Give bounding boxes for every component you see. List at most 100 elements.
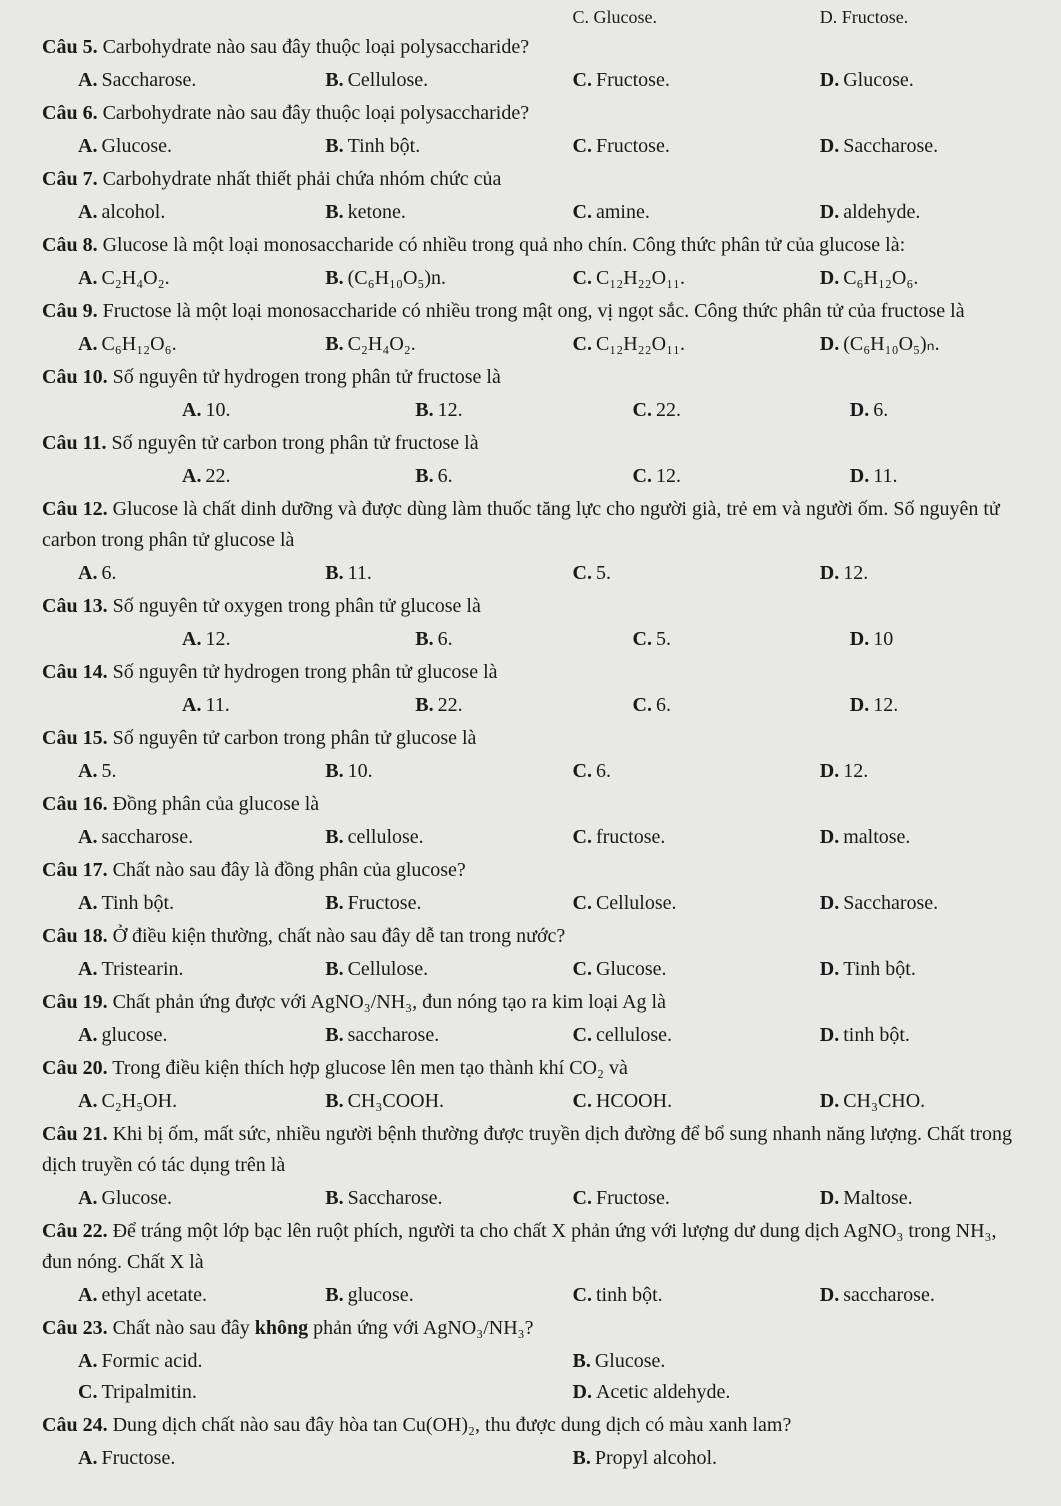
question-stem: Câu 6. Carbohydrate nào sau đây thuộc lo… bbox=[42, 98, 1031, 129]
q16-text: Đồng phân của glucose là bbox=[113, 793, 320, 815]
options: A.ethyl acetate. B.glucose. C.tinh bột. … bbox=[42, 1280, 1031, 1311]
question-stem: Câu 20. Trong điều kiện thích hợp glucos… bbox=[42, 1053, 1031, 1084]
option-d: D.6. bbox=[814, 395, 1031, 426]
question-stem: Câu 17. Chất nào sau đây là đồng phân củ… bbox=[42, 855, 1031, 886]
opt-text: 6. bbox=[656, 694, 671, 716]
option-c: C.6. bbox=[537, 756, 784, 787]
question-stem: Câu 22. Để tráng một lớp bạc lên ruột ph… bbox=[42, 1216, 1031, 1278]
opt-text: 6. bbox=[596, 760, 611, 782]
q13-text: Số nguyên tử oxygen trong phân tử glucos… bbox=[113, 595, 481, 617]
opt-text: Fructose. bbox=[596, 135, 670, 157]
option-a: A.12. bbox=[162, 624, 379, 655]
option-b: B.saccharose. bbox=[289, 1020, 536, 1051]
options: A.5. B.10. C.6. D.12. bbox=[42, 756, 1031, 787]
question-16: Câu 16. Đồng phân của glucose là A.sacch… bbox=[42, 789, 1031, 853]
question-23: Câu 23. Chất nào sau đây không phản ứng … bbox=[42, 1313, 1031, 1408]
opt-text: Fructose. bbox=[348, 892, 422, 914]
opt-text: Fructose. bbox=[101, 1447, 175, 1469]
text: C. Glucose. bbox=[573, 7, 658, 27]
option-a: A.Glucose. bbox=[42, 1183, 289, 1214]
opt-text: Acetic aldehyde. bbox=[596, 1381, 730, 1403]
worksheet-page: C. Glucose. D. Fructose. Câu 5. Carbohyd… bbox=[0, 0, 1061, 1506]
opt-text: 5. bbox=[596, 562, 611, 584]
opt-text: tinh bột. bbox=[843, 1024, 910, 1046]
opt-text: Saccharose. bbox=[101, 69, 196, 91]
question-stem: Câu 21. Khi bị ốm, mất sức, nhiều người … bbox=[42, 1119, 1031, 1181]
question-stem: Câu 18. Ở điều kiện thường, chất nào sau… bbox=[42, 921, 1031, 952]
option-a: A.Tinh bột. bbox=[42, 888, 289, 919]
opt-text: Tinh bột. bbox=[101, 892, 174, 914]
q7-text: Carbohydrate nhất thiết phải chứa nhóm c… bbox=[103, 168, 502, 190]
opt-text: Glucose. bbox=[101, 135, 172, 157]
option-d: D.C₆H₁₂O₆. bbox=[784, 263, 1031, 294]
opt-text: Propyl alcohol. bbox=[595, 1447, 717, 1469]
option-d: D.12. bbox=[784, 558, 1031, 589]
option-d: D.saccharose. bbox=[784, 1280, 1031, 1311]
question-6: Câu 6. Carbohydrate nào sau đây thuộc lo… bbox=[42, 98, 1031, 162]
options: A.C₆H₁₂O₆. B.C₂H₄O₂. C.C₁₂H₂₂O₁₁. D.(C₆H… bbox=[42, 329, 1031, 360]
option-a: A.22. bbox=[162, 461, 379, 492]
q23-text: Chất nào sau đây không phản ứng với AgNO… bbox=[113, 1317, 534, 1339]
opt-text: Tinh bột. bbox=[843, 958, 916, 980]
question-17: Câu 17. Chất nào sau đây là đồng phân củ… bbox=[42, 855, 1031, 919]
q18-text: Ở điều kiện thường, chất nào sau đây dễ … bbox=[113, 925, 566, 947]
option-a: A.C₂H₄O₂. bbox=[42, 263, 289, 294]
options: A.12. B.6. C.5. D.10 bbox=[42, 624, 1031, 655]
option-d: D.12. bbox=[814, 690, 1031, 721]
question-20: Câu 20. Trong điều kiện thích hợp glucos… bbox=[42, 1053, 1031, 1117]
opt-text: Tripalmitin. bbox=[101, 1381, 196, 1403]
option-a: A.10. bbox=[162, 395, 379, 426]
option-b: B.CH₃COOH. bbox=[289, 1086, 536, 1117]
opt-text: Tristearin. bbox=[101, 958, 183, 980]
opt-text: alcohol. bbox=[101, 201, 165, 223]
cut-opt bbox=[42, 4, 289, 32]
q14-text: Số nguyên tử hydrogen trong phân tử gluc… bbox=[113, 661, 498, 683]
opt-text: Formic acid. bbox=[101, 1350, 202, 1372]
opt-text: tinh bột. bbox=[596, 1284, 663, 1306]
opt-text: 6. bbox=[438, 628, 453, 650]
question-5: Câu 5. Carbohydrate nào sau đây thuộc lo… bbox=[42, 32, 1031, 96]
opt-text: 12. bbox=[205, 628, 230, 650]
opt-text: 6. bbox=[101, 562, 116, 584]
opt-text: 12. bbox=[656, 465, 681, 487]
option-c: C.5. bbox=[537, 558, 784, 589]
opt-text: 12. bbox=[438, 399, 463, 421]
question-stem: Câu 10. Số nguyên tử hydrogen trong phân… bbox=[42, 362, 1031, 393]
cut-opt-d: D. Fructose. bbox=[784, 4, 1031, 32]
option-c: C.Glucose. bbox=[537, 954, 784, 985]
question-21: Câu 21. Khi bị ốm, mất sức, nhiều người … bbox=[42, 1119, 1031, 1214]
option-d: D.Saccharose. bbox=[784, 131, 1031, 162]
option-b: B.(C₆H₁₀O₅)n. bbox=[289, 263, 536, 294]
q17-text: Chất nào sau đây là đồng phân của glucos… bbox=[113, 859, 466, 881]
option-b: B.6. bbox=[379, 624, 596, 655]
option-b: B.ketone. bbox=[289, 197, 536, 228]
opt-text: Saccharose. bbox=[348, 1187, 443, 1209]
q11-text: Số nguyên tử carbon trong phân tử fructo… bbox=[111, 432, 478, 454]
option-b: B.Saccharose. bbox=[289, 1183, 536, 1214]
opt-text: Fructose. bbox=[596, 69, 670, 91]
opt-text: Maltose. bbox=[843, 1187, 912, 1209]
opt-text: 10. bbox=[205, 399, 230, 421]
question-14: Câu 14. Số nguyên tử hydrogen trong phân… bbox=[42, 657, 1031, 721]
option-c: C.Fructose. bbox=[537, 1183, 784, 1214]
option-b: B.glucose. bbox=[289, 1280, 536, 1311]
options: A.Glucose. B.Saccharose. C.Fructose. D.M… bbox=[42, 1183, 1031, 1214]
options: A.Fructose. B.Propyl alcohol. bbox=[42, 1443, 1031, 1474]
option-d: D.Maltose. bbox=[784, 1183, 1031, 1214]
q9-text: Fructose là một loại monosaccharide có n… bbox=[103, 300, 965, 322]
q21-text: Khi bị ốm, mất sức, nhiều người bệnh thư… bbox=[42, 1123, 1012, 1176]
q15-text: Số nguyên tử carbon trong phân tử glucos… bbox=[113, 727, 477, 749]
options: A.C₂H₄O₂. B.(C₆H₁₀O₅)n. C.C₁₂H₂₂O₁₁. D.C… bbox=[42, 263, 1031, 294]
q22-text: Để tráng một lớp bạc lên ruột phích, ngư… bbox=[42, 1220, 996, 1273]
question-stem: Câu 24. Dung dịch chất nào sau đây hòa t… bbox=[42, 1410, 1031, 1441]
option-b: B.22. bbox=[379, 690, 596, 721]
opt-text: saccharose. bbox=[843, 1284, 935, 1306]
question-stem: Câu 11. Số nguyên tử carbon trong phân t… bbox=[42, 428, 1031, 459]
opt-text: aldehyde. bbox=[843, 201, 920, 223]
option-b: B.Tinh bột. bbox=[289, 131, 536, 162]
option-a: A.5. bbox=[42, 756, 289, 787]
option-a: A.Formic acid. bbox=[42, 1346, 537, 1377]
option-a: A.C₆H₁₂O₆. bbox=[42, 329, 289, 360]
question-19: Câu 19. Chất phản ứng được với AgNO₃/NH₃… bbox=[42, 987, 1031, 1051]
options: A.6. B.11. C.5. D.12. bbox=[42, 558, 1031, 589]
